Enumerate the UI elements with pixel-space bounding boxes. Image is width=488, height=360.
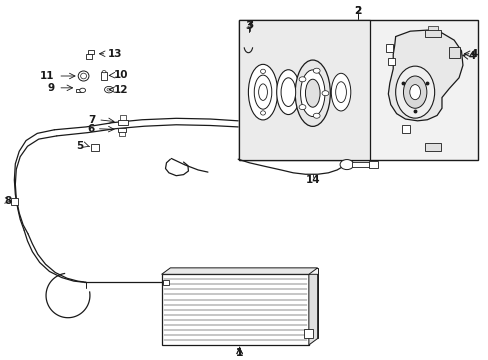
Polygon shape: [387, 30, 462, 121]
Bar: [101, 72, 107, 80]
Ellipse shape: [300, 70, 325, 117]
Text: 12: 12: [114, 85, 128, 95]
Ellipse shape: [254, 75, 271, 109]
Ellipse shape: [80, 88, 85, 93]
Ellipse shape: [258, 84, 267, 100]
Bar: [238, 21, 477, 160]
Ellipse shape: [330, 73, 350, 111]
Ellipse shape: [281, 78, 295, 107]
Ellipse shape: [409, 85, 420, 100]
Bar: [161, 274, 308, 345]
Polygon shape: [161, 268, 317, 274]
Text: 1: 1: [236, 348, 243, 358]
Ellipse shape: [260, 111, 265, 115]
Text: 11: 11: [40, 71, 54, 81]
Text: 10: 10: [114, 70, 128, 80]
Bar: [448, 47, 459, 58]
Circle shape: [313, 113, 320, 118]
Text: 5: 5: [76, 140, 83, 150]
Bar: [76, 89, 81, 92]
Circle shape: [313, 68, 320, 73]
Circle shape: [299, 105, 305, 110]
Polygon shape: [308, 274, 317, 345]
Bar: [170, 268, 317, 338]
Bar: [385, 44, 392, 51]
Ellipse shape: [403, 76, 426, 108]
Text: 9: 9: [47, 83, 54, 93]
Ellipse shape: [248, 64, 277, 120]
Ellipse shape: [81, 73, 86, 79]
Bar: [162, 280, 169, 285]
Bar: [86, 54, 92, 59]
Text: 8: 8: [4, 196, 12, 206]
Text: 14: 14: [305, 175, 320, 185]
Bar: [424, 143, 440, 150]
Text: 3: 3: [246, 20, 253, 30]
Bar: [91, 144, 99, 151]
Ellipse shape: [104, 86, 113, 93]
Bar: [427, 26, 437, 30]
Bar: [368, 161, 377, 168]
Ellipse shape: [260, 69, 265, 73]
Ellipse shape: [102, 71, 106, 73]
Bar: [119, 132, 124, 135]
Text: 7: 7: [88, 115, 96, 125]
Bar: [401, 126, 409, 133]
Text: 4: 4: [468, 51, 475, 61]
Bar: [120, 116, 126, 120]
Circle shape: [322, 91, 328, 96]
Bar: [238, 21, 369, 160]
Ellipse shape: [305, 79, 320, 107]
Ellipse shape: [78, 71, 89, 81]
Circle shape: [299, 77, 305, 82]
Bar: [387, 58, 394, 64]
Text: 6: 6: [87, 124, 94, 134]
Bar: [88, 50, 94, 54]
Text: 13: 13: [108, 49, 122, 59]
Bar: [11, 198, 18, 205]
Bar: [304, 329, 312, 338]
Text: 1: 1: [236, 348, 243, 358]
Text: 2: 2: [354, 6, 361, 17]
Ellipse shape: [335, 82, 346, 103]
Bar: [118, 120, 128, 126]
Ellipse shape: [395, 66, 434, 118]
Ellipse shape: [295, 60, 330, 126]
Ellipse shape: [276, 70, 300, 114]
Ellipse shape: [107, 88, 111, 91]
Bar: [118, 128, 126, 132]
Ellipse shape: [339, 159, 353, 170]
Text: 2: 2: [354, 6, 361, 17]
Text: 4: 4: [469, 49, 477, 59]
Bar: [424, 30, 440, 37]
Text: 3: 3: [245, 21, 252, 31]
Bar: [351, 162, 370, 167]
